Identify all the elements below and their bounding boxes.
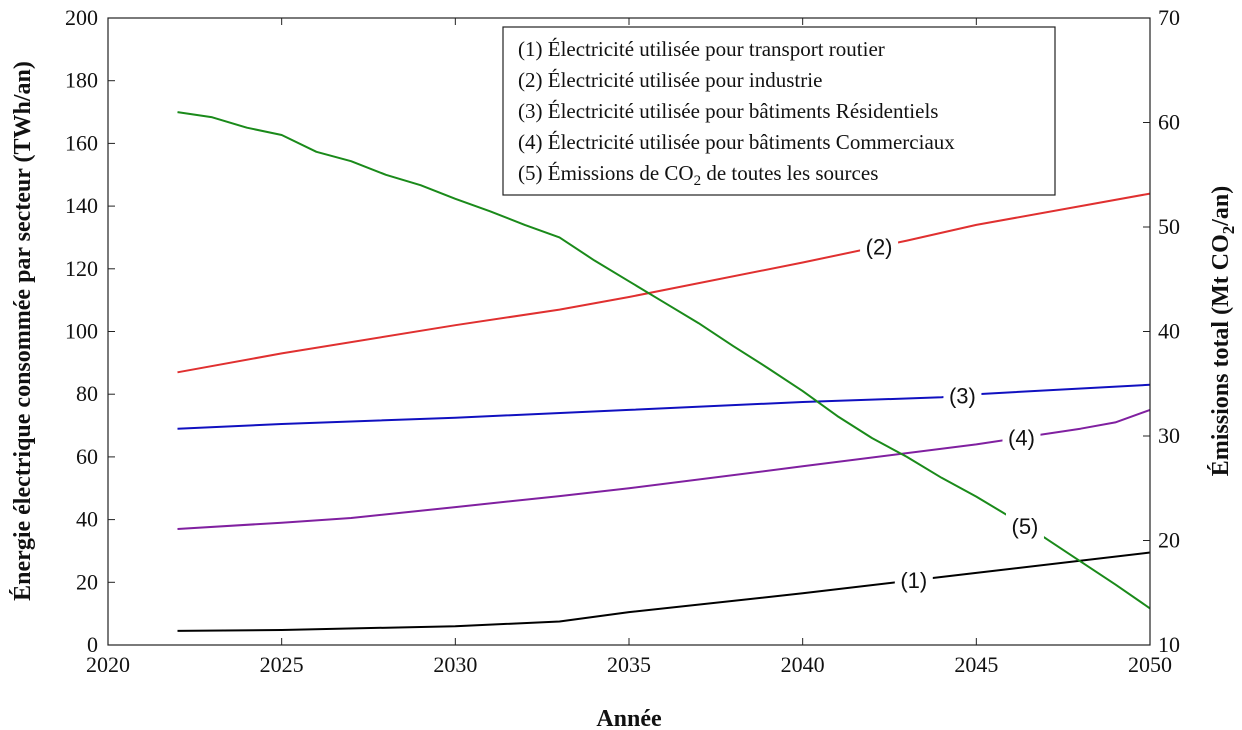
legend-box [502,26,1056,196]
x-axis-title: Année [596,706,662,730]
series-label-s2: (2) [866,234,893,259]
legend-entry-3: (3) Électricité utilisée pour bâtiments … [518,99,938,123]
series-label-s5: (5) [1012,514,1039,539]
series-label-s3: (3) [949,383,976,408]
legend-entry-5-prefix: (5) Émissions de CO [518,161,694,185]
y-left-tick-label: 120 [65,256,98,281]
y-left-tick-label: 140 [65,193,98,218]
x-tick-label: 2030 [433,652,477,677]
series-label-bg-s4 [1002,424,1041,451]
y-axis-right-title-suffix: /an) [1208,186,1234,227]
x-tick-label: 2040 [781,652,825,677]
y-left-tick-label: 40 [76,507,98,532]
tick-labels: 2020 2025 2030 2035 2040 2045 2050020406080100… [65,5,1180,677]
y-right-tick-label: 70 [1158,5,1180,30]
series-label-s4: (4) [1008,426,1035,451]
series-line-s4 [177,408,1151,530]
legend-entry-5: (5) Émissions de CO2 de toutes les sourc… [518,161,878,189]
legend: (1) Électricité utilisée pour transport … [502,26,1056,196]
y-right-tick-label: 20 [1158,528,1180,553]
y-left-tick-label: 80 [76,381,98,406]
plot-frame [107,17,1151,646]
y-left-tick-label: 60 [76,444,98,469]
x-tick-label: 2020 [86,652,130,677]
y-right-tick-label: 40 [1158,319,1180,344]
y-axis-right-title: Émissions total (Mt CO2/an) [1208,186,1238,477]
y-right-tick-label: 60 [1158,110,1180,135]
y-axis-left-title: Énergie électrique consommée par secteur… [10,61,36,601]
y-right-tick-label: 10 [1158,632,1180,657]
y-left-tick-label: 20 [76,569,98,594]
legend-entry-1: (1) Électricité utilisée pour transport … [518,37,885,61]
x-tick-label: 2025 [260,652,304,677]
x-tick-label: 2045 [954,652,998,677]
series-label-bg-s2 [860,233,899,260]
series-line-s5 [177,111,1151,610]
x-tick-label: 2035 [607,652,651,677]
y-right-tick-label: 50 [1158,214,1180,239]
legend-entry-2: (2) Électricité utilisée pour industrie [518,68,822,92]
series-line-s3 [177,383,1151,430]
y-left-tick-label: 100 [65,319,98,344]
series-line-s1 [177,551,1151,632]
series-label-bg-s3 [943,382,982,409]
series-label-bg-s1 [894,567,933,594]
y-left-tick-label: 0 [87,632,98,657]
legend-entry-4: (4) Électricité utilisée pour bâtiments … [518,130,955,154]
y-left-tick-label: 200 [65,5,98,30]
y-left-tick-label: 160 [65,130,98,155]
series-label-bg-s5 [1005,512,1044,539]
y-left-tick-label: 180 [65,68,98,93]
y-axis-right-title-sub: 2 [1219,226,1238,235]
series-labels: (1) (2) (3) (4) (5) [860,233,1044,594]
x-tick-label: 2050 [1128,652,1172,677]
series-line-s2 [177,192,1151,374]
y-axis-right-title-prefix: Émissions total (Mt CO [1208,234,1234,476]
legend-entry-5-sub: 2 [694,173,702,189]
series-label-s1: (1) [900,568,927,593]
legend-entry-5-suffix: de toutes les sources [701,161,878,185]
y-right-tick-label: 30 [1158,423,1180,448]
